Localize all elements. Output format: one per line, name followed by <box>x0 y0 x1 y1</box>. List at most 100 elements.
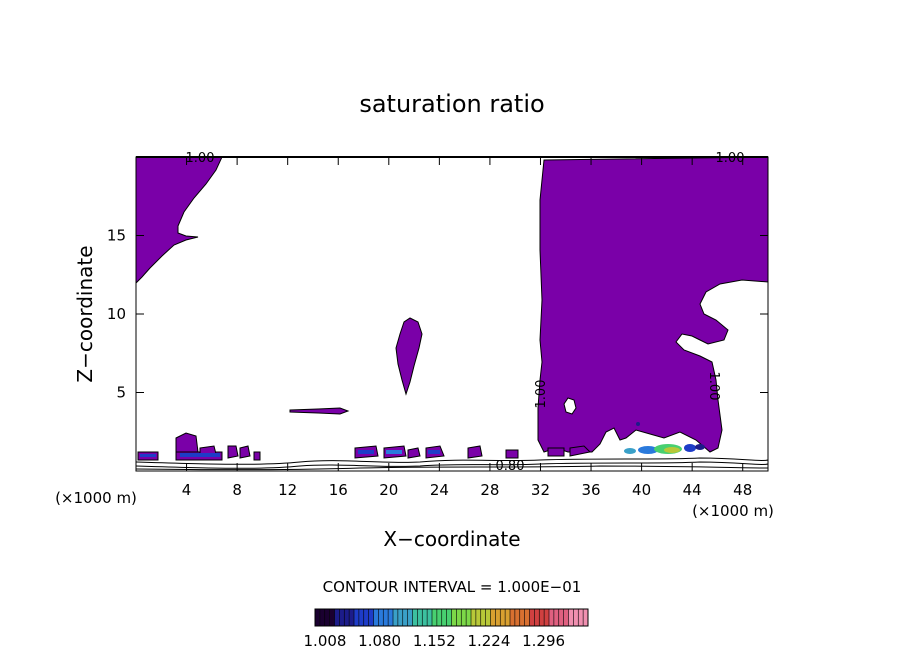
x-tick-label: 44 <box>683 481 702 499</box>
colorbar-segment <box>524 609 530 626</box>
saturated-streak <box>289 407 350 415</box>
colorbar-segment <box>471 609 476 626</box>
x-tick-label: 12 <box>278 481 297 499</box>
colorbar-segment <box>378 609 384 626</box>
colorbar-segment <box>397 609 403 626</box>
colorbar-segment <box>568 609 574 626</box>
x-tick-label: 16 <box>329 481 348 499</box>
colorbar <box>314 608 589 627</box>
colorbar-tick-label: 1.296 <box>522 632 565 650</box>
colorbar-segment <box>563 609 569 626</box>
x-tick-label: 32 <box>531 481 550 499</box>
colorbar-segment <box>495 609 501 626</box>
colorbar-tick-label: 1.008 <box>304 632 347 650</box>
x-unit-right: (×1000 m) <box>692 502 774 520</box>
x-tick-label: 40 <box>632 481 651 499</box>
supersaturation-spots <box>140 422 705 457</box>
x-axis-ticks: 4 8 12 16 20 24 28 32 36 40 44 48 <box>182 157 752 499</box>
colorbar-tick-label: 1.152 <box>413 632 456 650</box>
colorbar-segment <box>480 609 486 626</box>
colorbar-segment <box>578 609 584 626</box>
colorbar-segment <box>456 609 462 626</box>
colorbar-segment <box>368 609 374 626</box>
x-tick-label: 28 <box>480 481 499 499</box>
colorbar-segment <box>490 609 496 626</box>
contour-interval: CONTOUR INTERVAL = 1.000E−01 <box>323 578 582 596</box>
colorbar-segment <box>432 609 437 626</box>
colorbar-segment <box>461 609 467 626</box>
colorbar-segment <box>544 609 549 626</box>
colorbar-segment <box>539 609 545 626</box>
colorbar-segment <box>393 609 398 626</box>
x-tick-label: 36 <box>581 481 600 499</box>
colorbar-segment <box>363 609 369 626</box>
colorbar-segment <box>354 609 359 626</box>
colorbar-segment <box>329 609 335 626</box>
x-tick-label: 8 <box>232 481 242 499</box>
colorbar-segment <box>417 609 423 626</box>
contour-label: 1.00 <box>716 151 745 166</box>
y-tick-label: 10 <box>107 305 126 323</box>
y-axis-label: Z−coordinate <box>73 245 97 382</box>
colorbar-tick-labels: 1.008 1.080 1.152 1.224 1.296 <box>304 632 566 650</box>
colorbar-frame <box>314 608 589 627</box>
colorbar-segment <box>553 609 559 626</box>
colorbar-segment <box>558 609 564 626</box>
colorbar-segment <box>446 609 452 626</box>
colorbar-segment <box>485 609 491 626</box>
colorbar-segment <box>388 609 393 626</box>
colorbar-segment <box>436 609 442 626</box>
x-tick-label: 24 <box>430 481 449 499</box>
colorbar-segment <box>383 609 389 626</box>
saturated-region-right <box>537 156 769 453</box>
colorbar-segment <box>412 609 418 626</box>
y-axis-ticks: 5 10 15 <box>107 227 768 402</box>
colorbar-tick-label: 1.224 <box>467 632 510 650</box>
colorbar-segment <box>510 609 515 626</box>
colorbar-segment <box>339 609 345 626</box>
colorbar-segment <box>451 609 457 626</box>
colorbar-segment <box>422 609 428 626</box>
colorbar-segment <box>334 609 340 626</box>
contour-label: 0.80 <box>496 459 525 474</box>
colorbar-tick-label: 1.080 <box>358 632 401 650</box>
colorbar-segment <box>549 609 554 626</box>
colorbar-segment <box>573 609 579 626</box>
contour-label: 1.00 <box>534 380 549 409</box>
colorbar-segment <box>319 609 325 626</box>
colorbar-segment <box>315 609 320 626</box>
colorbar-segment <box>402 609 408 626</box>
unsaturated-hole <box>563 397 577 415</box>
colorbar-segment <box>324 609 330 626</box>
colorbar-segment <box>349 609 354 626</box>
colorbar-segment <box>441 609 447 626</box>
colorbar-segment <box>427 609 432 626</box>
colorbar-segment <box>534 609 540 626</box>
colorbar-segment <box>407 609 413 626</box>
colorbar-segment <box>529 609 535 626</box>
y-tick-label: 15 <box>107 227 126 245</box>
x-axis-label: X−coordinate <box>383 527 520 551</box>
colorbar-segment <box>519 609 525 626</box>
y-tick-label: 5 <box>116 384 126 402</box>
saturated-region-center <box>395 317 423 396</box>
colorbar-segment <box>583 609 588 626</box>
colorbar-segment <box>358 609 364 626</box>
x-tick-label: 4 <box>182 481 192 499</box>
colorbar-segment <box>505 609 510 626</box>
x-tick-label: 48 <box>733 481 752 499</box>
colorbar-segment <box>500 609 506 626</box>
x-tick-label: 20 <box>379 481 398 499</box>
colorbar-segment <box>466 609 471 626</box>
saturated-region-left-top <box>135 156 223 285</box>
contour-label: 1.00 <box>706 372 721 401</box>
chart-title: saturation ratio <box>359 90 544 118</box>
x-unit-left: (×1000 m) <box>55 489 137 507</box>
colorbar-segment <box>475 609 481 626</box>
plot-area: 1.00 1.00 1.00 1.00 0.80 <box>135 151 769 474</box>
colorbar-segment <box>514 609 520 626</box>
colorbar-segment <box>373 609 379 626</box>
contour-label: 1.00 <box>186 151 215 166</box>
colorbar-segment <box>344 609 350 626</box>
